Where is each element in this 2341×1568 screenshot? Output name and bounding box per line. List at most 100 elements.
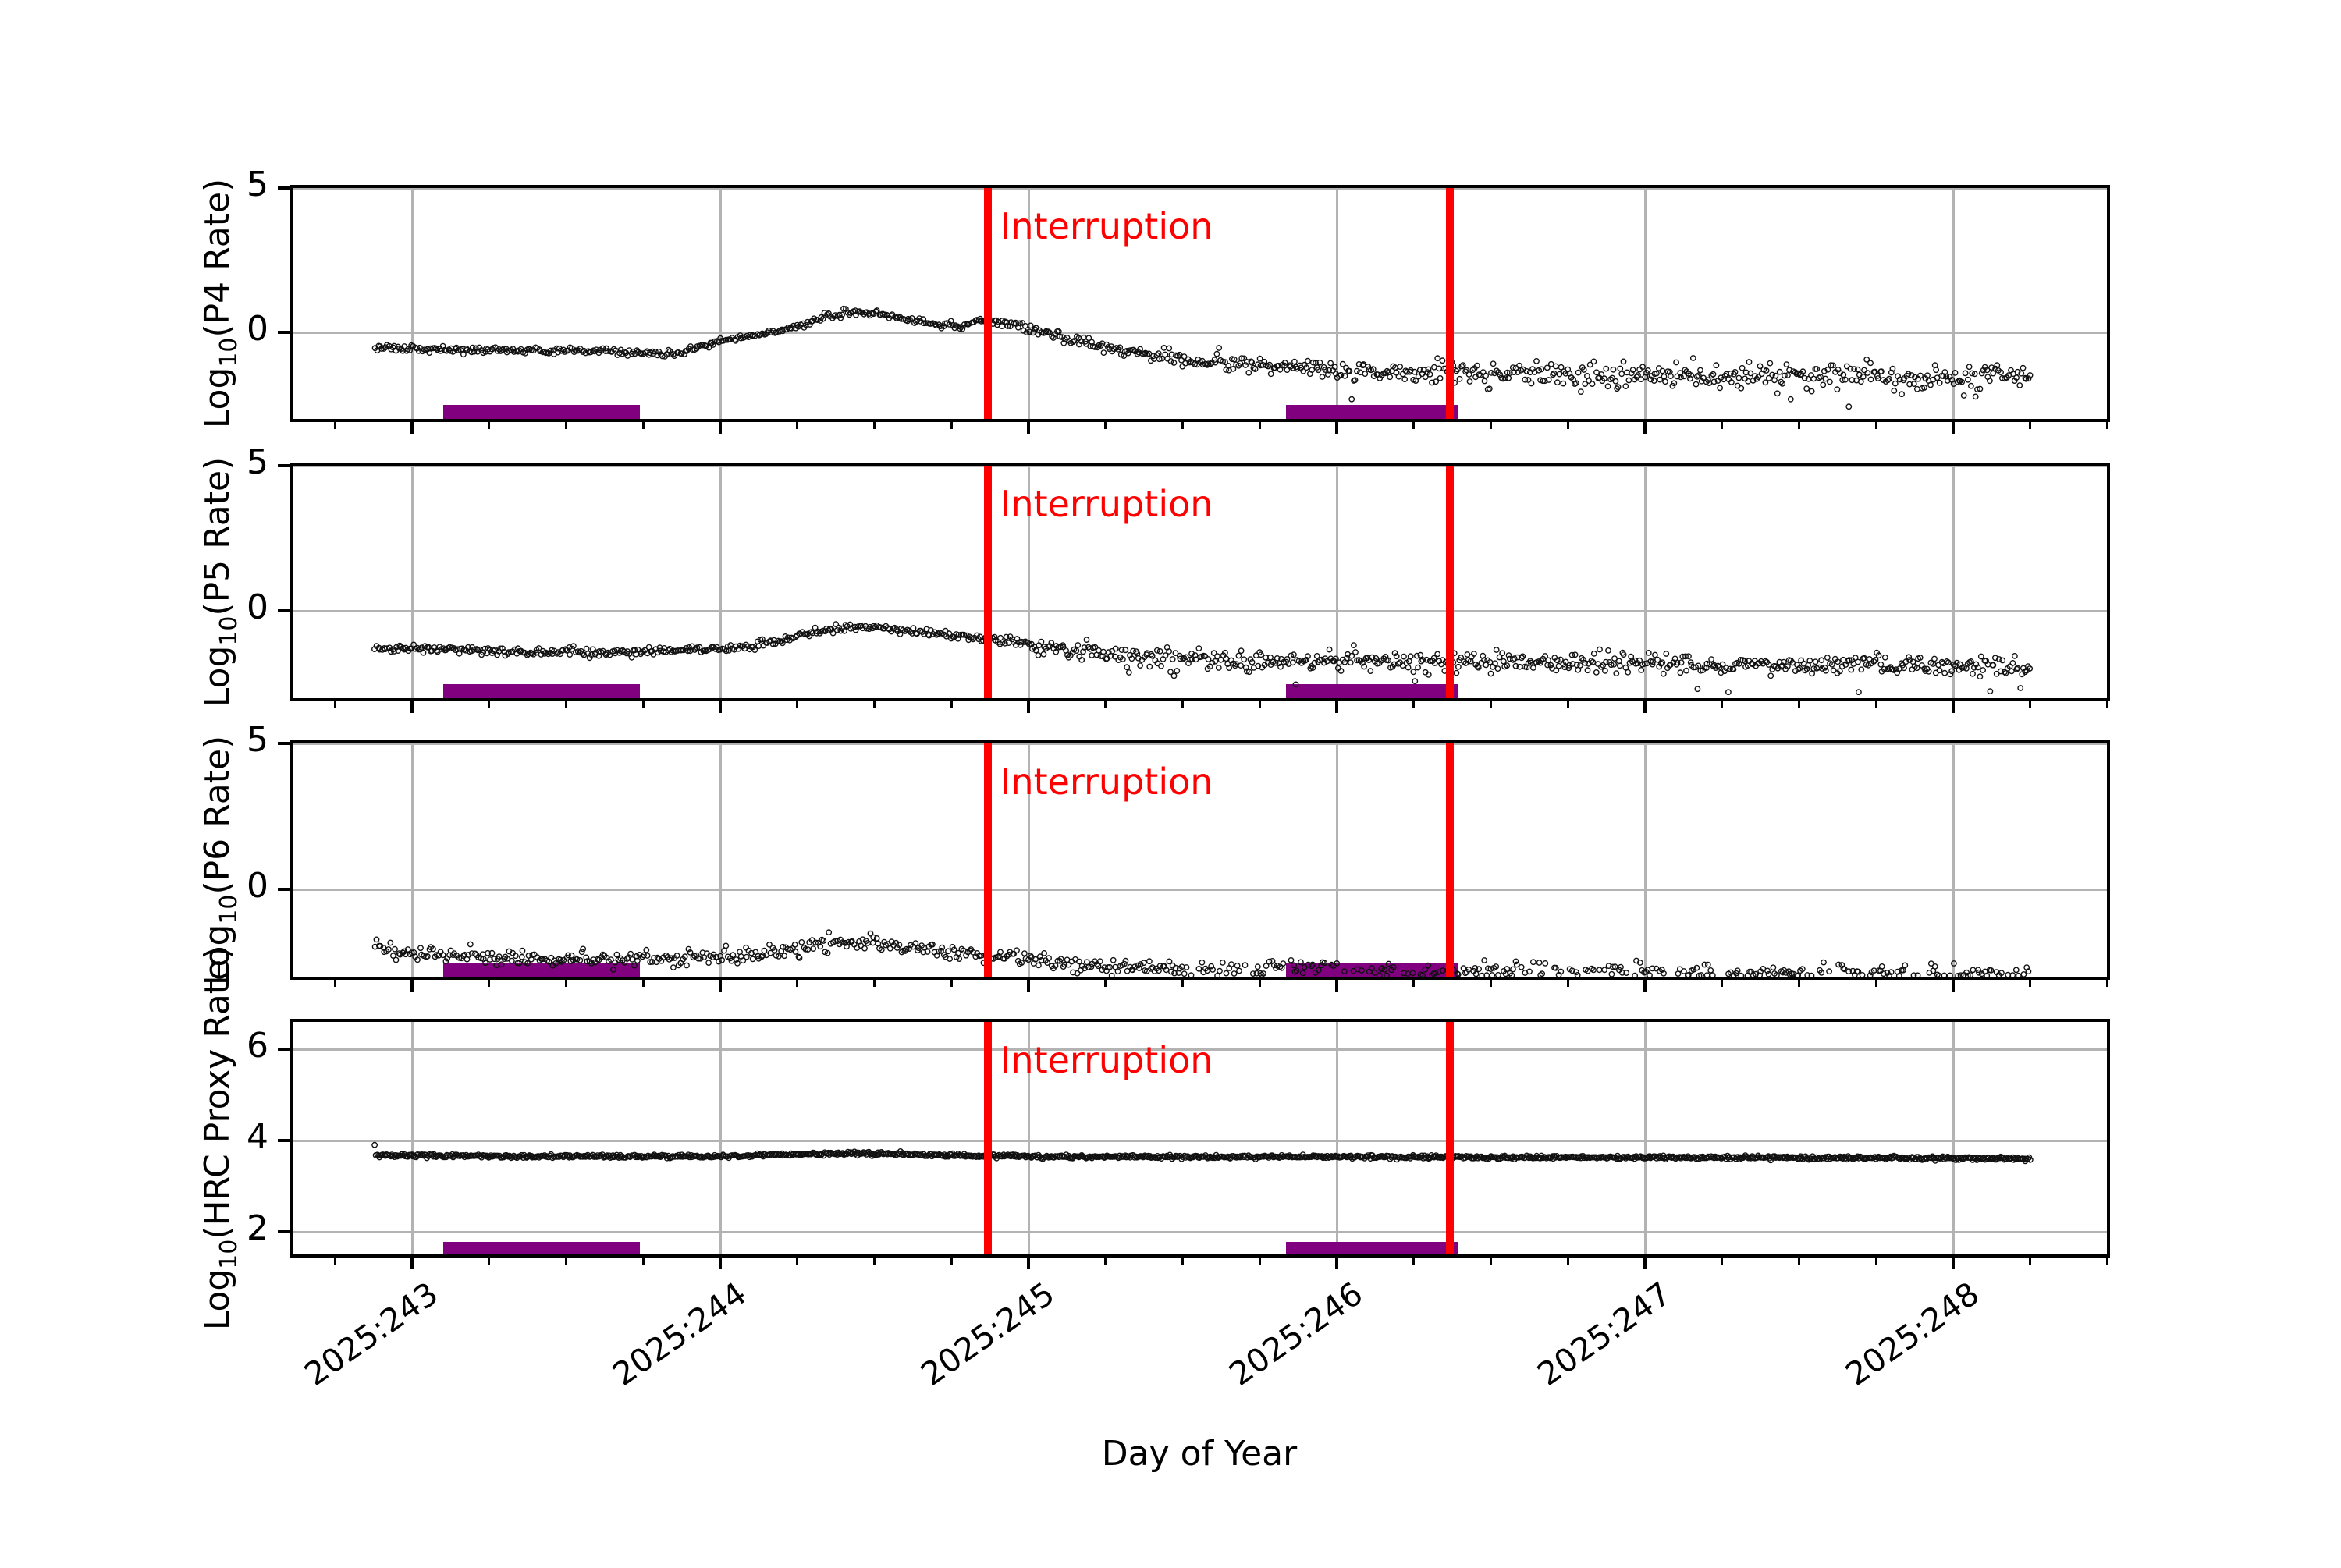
gridline-x-245 — [1028, 466, 1030, 698]
x-minor-tick — [1566, 1258, 1569, 1265]
x-minor-tick — [2106, 1258, 2108, 1265]
x-major-tick — [410, 422, 414, 434]
x-minor-tick — [2106, 980, 2108, 987]
panel-hrc: Interruption 6 4 2 Log10(HRC Proxy Rate) — [0, 0, 2341, 1330]
y-axis-label-p4: Log10(P4 Rate) — [197, 179, 243, 428]
x-major-tick — [1335, 1258, 1338, 1269]
y-axis-label-part: 10 — [215, 894, 243, 924]
y-tick-label: 5 — [247, 165, 268, 204]
y-axis-label-part: 10 — [215, 337, 243, 367]
x-major-tick — [1027, 980, 1030, 992]
y-major-tick — [278, 1229, 290, 1233]
y-axis-label-part: (HRC Proxy Rate) — [197, 945, 238, 1240]
y-tick-label: 0 — [247, 865, 268, 906]
x-minor-tick — [1566, 980, 1569, 987]
y-axis-label-part: (P6 Rate) — [197, 735, 238, 895]
gridline-x-247 — [1644, 743, 1647, 977]
y-axis-label-hrc: Log10(HRC Proxy Rate) — [197, 946, 243, 1331]
panel-p6: Interruption 5 0 Log10(P6 Rate) — [0, 0, 2341, 992]
x-major-tick — [1027, 422, 1030, 434]
x-major-tick — [1643, 422, 1647, 434]
interruption-line-1 — [983, 466, 992, 698]
gridline-y-0 — [293, 332, 2107, 334]
spine-right — [2107, 1019, 2110, 1258]
gridline-x-244 — [719, 188, 722, 419]
x-minor-tick — [1104, 1258, 1107, 1265]
x-major-tick — [1952, 701, 1955, 713]
spine-left — [290, 1019, 293, 1258]
x-minor-tick — [950, 1258, 953, 1265]
x-minor-tick — [641, 422, 645, 429]
x-major-tick — [719, 701, 722, 713]
gridline-y-0 — [293, 610, 2107, 613]
x-minor-tick — [1412, 422, 1416, 429]
panel-p4: Interruption 5 0 Log10(P4 Rate) — [0, 0, 2341, 434]
x-major-tick — [1952, 1258, 1955, 1269]
x-minor-tick — [796, 422, 799, 429]
spine-bottom — [290, 419, 2110, 422]
x-minor-tick — [1490, 980, 1492, 987]
gridline-y-5 — [293, 466, 2107, 467]
y-axis-label-part: Log — [197, 367, 238, 429]
gridline-x-247 — [1644, 188, 1647, 419]
spine-bottom — [290, 698, 2110, 701]
x-minor-tick — [333, 701, 336, 708]
x-major-tick — [1952, 422, 1955, 434]
x-minor-tick — [1490, 1258, 1492, 1265]
x-major-tick — [719, 422, 722, 434]
x-minor-tick — [1181, 701, 1184, 708]
x-minor-tick — [488, 701, 491, 708]
x-minor-tick — [1258, 980, 1261, 987]
x-major-tick — [410, 980, 414, 992]
interruption-label: Interruption — [1000, 1039, 1213, 1081]
y-major-tick — [278, 1048, 290, 1052]
x-tick-label: 2025:244 — [606, 1275, 753, 1393]
scatter-series-p4 — [371, 305, 2034, 410]
x-minor-tick — [1798, 980, 1800, 987]
gridline-x-243 — [411, 1022, 414, 1254]
interruption-line-2 — [1445, 188, 1454, 419]
x-minor-tick — [1874, 422, 1877, 429]
plot-area-p6: Interruption — [293, 743, 2107, 977]
x-minor-tick — [1874, 701, 1877, 708]
x-major-tick — [719, 1258, 722, 1269]
x-minor-tick — [1412, 980, 1416, 987]
x-major-tick — [1952, 980, 1955, 992]
y-tick-label: 4 — [247, 1116, 268, 1157]
x-minor-tick — [1104, 701, 1107, 708]
x-minor-tick — [1874, 1258, 1877, 1265]
gridline-y-2 — [293, 1230, 2107, 1233]
x-minor-tick — [1490, 422, 1492, 429]
gridline-y-5 — [293, 743, 2107, 745]
y-axis-label-p5: Log10(P5 Rate) — [197, 457, 243, 707]
gridline-x-248 — [1952, 1022, 1955, 1254]
y-tick-label: 0 — [247, 587, 268, 628]
ground-contact-bar-1 — [442, 405, 641, 419]
interruption-line-2 — [1445, 743, 1454, 977]
x-minor-tick — [1412, 1258, 1416, 1265]
gridline-x-246 — [1336, 466, 1338, 698]
gridline-x-248 — [1952, 188, 1955, 419]
x-minor-tick — [1181, 1258, 1184, 1265]
spine-right — [2107, 463, 2110, 701]
interruption-label: Interruption — [1000, 205, 1213, 247]
x-major-tick — [1335, 980, 1338, 992]
scatter-series-hrc — [371, 1141, 2034, 1165]
x-minor-tick — [796, 701, 799, 708]
x-axis-label: Day of Year — [1101, 1434, 1298, 1474]
y-major-tick — [278, 742, 290, 745]
gridline-x-244 — [719, 1022, 722, 1254]
x-minor-tick — [1721, 980, 1724, 987]
interruption-line-1 — [983, 188, 992, 419]
gridline-y-6 — [293, 1048, 2107, 1052]
x-minor-tick — [333, 1258, 336, 1265]
scatter-series-p6 — [371, 929, 2032, 977]
y-major-tick — [278, 331, 290, 334]
x-minor-tick — [1258, 701, 1261, 708]
gridline-x-248 — [1952, 743, 1955, 977]
plot-area-p4: Interruption — [293, 188, 2107, 419]
x-minor-tick — [488, 422, 491, 429]
x-minor-tick — [950, 701, 953, 708]
gridline-x-245 — [1028, 188, 1030, 419]
gridline-x-244 — [719, 743, 722, 977]
